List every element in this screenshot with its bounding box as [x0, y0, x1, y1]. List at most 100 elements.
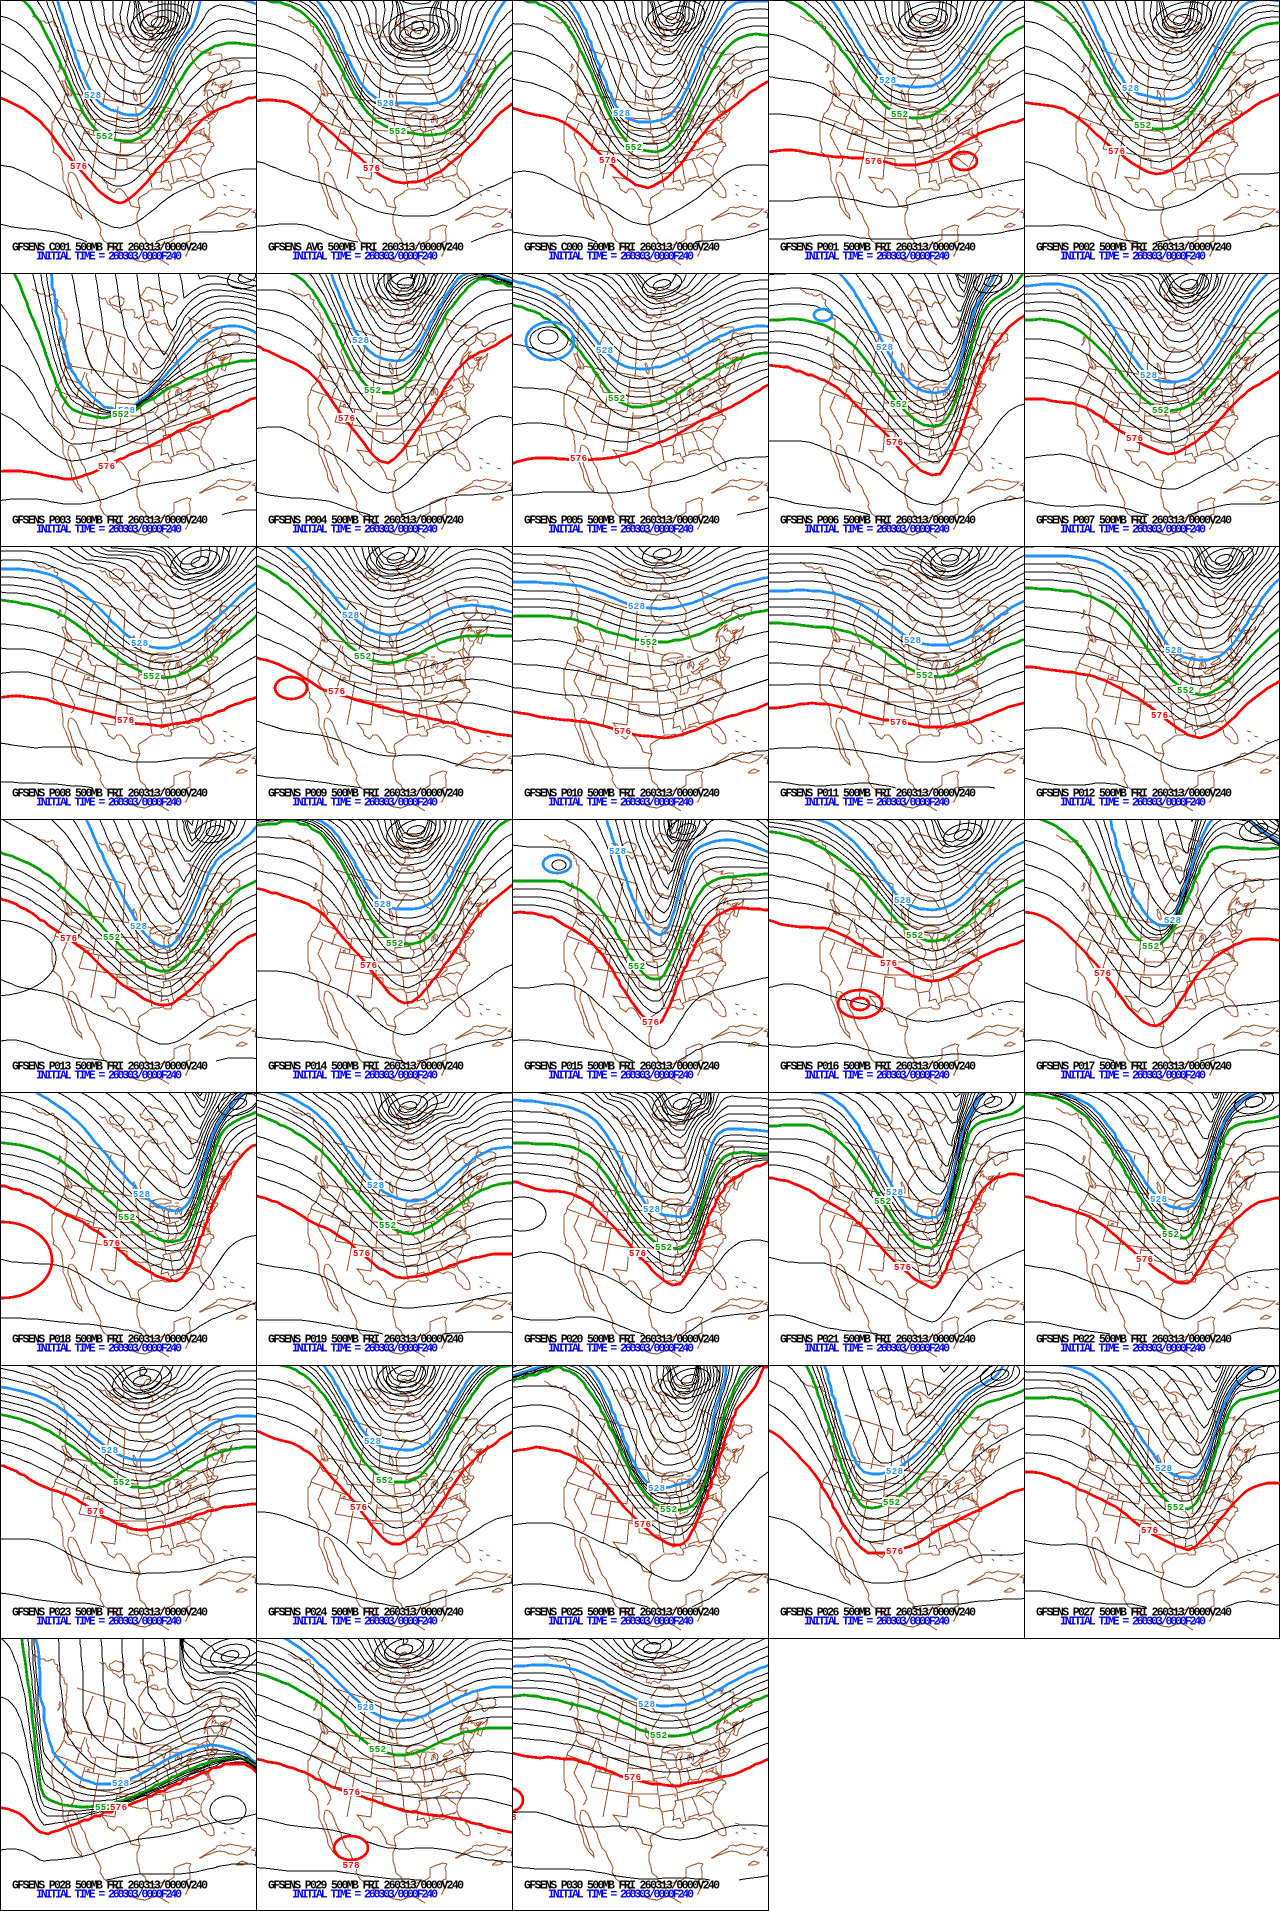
- svg-text:576: 576: [363, 164, 380, 174]
- svg-text:GFSENS P030 500MB FRI 260313/0: GFSENS P030 500MB FRI 260313/0000V240: [524, 1880, 720, 1893]
- svg-text:GFSENS C000 500MB FRI 260313/0: GFSENS C000 500MB FRI 260313/0000V240: [524, 242, 720, 255]
- svg-text:576: 576: [629, 1249, 646, 1259]
- svg-text:INITIAL TIME = 260303/0000F240: INITIAL TIME = 260303/0000F240: [36, 1889, 182, 1902]
- svg-text:578: 578: [500, 1813, 517, 1823]
- svg-text:GFSENS P005 500MB FRI 260313/0: GFSENS P005 500MB FRI 260313/0000V240: [524, 515, 720, 528]
- svg-text:528: 528: [1155, 1464, 1172, 1474]
- svg-text:INITIAL TIME = 260303/0000F240: INITIAL TIME = 260303/0000F240: [548, 1889, 694, 1902]
- svg-text:GFSENS P007 500MB FRI 260313/0: GFSENS P007 500MB FRI 260313/0000V240: [1036, 515, 1232, 528]
- svg-text:528: 528: [84, 91, 101, 101]
- svg-text:576: 576: [103, 1239, 120, 1249]
- svg-text:552: 552: [95, 1803, 112, 1813]
- svg-text:576: 576: [1094, 969, 1111, 979]
- svg-text:552: 552: [660, 1505, 677, 1515]
- svg-text:552: 552: [379, 1221, 396, 1231]
- svg-text:INITIAL TIME = 260303/0000F240: INITIAL TIME = 260303/0000F240: [36, 797, 182, 810]
- svg-text:552: 552: [369, 1745, 386, 1755]
- svg-text:552: 552: [1142, 942, 1159, 952]
- svg-text:528: 528: [648, 1484, 665, 1494]
- svg-text:GFSENS C001 500MB FRI 260313/0: GFSENS C001 500MB FRI 260313/0000V240: [12, 242, 208, 255]
- svg-text:GFSENS P020 500MB FRI 260313/0: GFSENS P020 500MB FRI 260313/0000V240: [524, 1334, 720, 1347]
- svg-text:552: 552: [386, 939, 403, 949]
- svg-text:552: 552: [103, 933, 120, 943]
- svg-text:528: 528: [352, 336, 369, 346]
- svg-text:528: 528: [643, 1205, 660, 1215]
- svg-text:576: 576: [1136, 1255, 1153, 1265]
- svg-text:528: 528: [894, 896, 911, 906]
- svg-text:INITIAL TIME = 260303/0000F240: INITIAL TIME = 260303/0000F240: [36, 524, 182, 537]
- svg-text:GFSENS P015 500MB FRI 260313/0: GFSENS P015 500MB FRI 260313/0000V240: [524, 1061, 720, 1074]
- svg-text:576: 576: [353, 1249, 370, 1259]
- svg-text:576: 576: [328, 687, 345, 697]
- svg-text:INITIAL TIME = 260303/0000F240: INITIAL TIME = 260303/0000F240: [548, 1070, 694, 1083]
- svg-text:552: 552: [650, 1731, 667, 1741]
- svg-text:576: 576: [70, 162, 87, 172]
- svg-text:578: 578: [343, 1861, 360, 1871]
- svg-text:552: 552: [113, 1478, 130, 1488]
- svg-text:576: 576: [1108, 147, 1125, 157]
- svg-text:576: 576: [890, 718, 907, 728]
- svg-text:INITIAL TIME = 260303/0000F240: INITIAL TIME = 260303/0000F240: [1060, 524, 1206, 537]
- svg-text:552: 552: [891, 110, 908, 120]
- svg-text:INITIAL TIME = 260303/0000F240: INITIAL TIME = 260303/0000F240: [1060, 1070, 1206, 1083]
- svg-text:GFSENS P011 500MB FRI 260313/0: GFSENS P011 500MB FRI 260313/0000V240: [780, 788, 976, 801]
- svg-text:GFSENS AVG 500MB FRI 260313/00: GFSENS AVG 500MB FRI 260313/0000V240: [268, 242, 464, 255]
- svg-text:576: 576: [642, 1018, 659, 1028]
- svg-text:INITIAL TIME = 260303/0000F240: INITIAL TIME = 260303/0000F240: [548, 1616, 694, 1629]
- svg-text:528: 528: [374, 900, 391, 910]
- svg-text:GFSENS P014 500MB FRI 260313/0: GFSENS P014 500MB FRI 260313/0000V240: [268, 1061, 464, 1074]
- svg-text:576: 576: [338, 414, 355, 424]
- svg-text:INITIAL TIME = 260303/0000F240: INITIAL TIME = 260303/0000F240: [548, 524, 694, 537]
- svg-text:528: 528: [101, 1446, 118, 1456]
- svg-text:576: 576: [350, 1503, 367, 1513]
- svg-text:528: 528: [112, 1779, 129, 1789]
- svg-text:INITIAL TIME = 260303/0000F240: INITIAL TIME = 260303/0000F240: [292, 251, 438, 264]
- svg-text:552: 552: [874, 1197, 891, 1207]
- svg-text:528: 528: [1165, 646, 1182, 656]
- svg-text:528: 528: [904, 636, 921, 646]
- svg-text:576: 576: [570, 454, 587, 464]
- svg-text:GFSENS P003 500MB FRI 260313/0: GFSENS P003 500MB FRI 260313/0000V240: [12, 515, 208, 528]
- svg-text:528: 528: [1140, 371, 1157, 381]
- svg-text:552: 552: [890, 400, 907, 410]
- svg-text:528: 528: [377, 99, 394, 109]
- svg-text:GFSENS P022 500MB FRI 260313/0: GFSENS P022 500MB FRI 260313/0000V240: [1036, 1334, 1232, 1347]
- svg-text:528: 528: [364, 1437, 381, 1447]
- svg-text:576: 576: [1151, 711, 1168, 721]
- svg-text:GFSENS P016 500MB FRI 260313/0: GFSENS P016 500MB FRI 260313/0000V240: [780, 1061, 976, 1074]
- svg-text:GFSENS P028 500MB FRI 260313/0: GFSENS P028 500MB FRI 260313/0000V240: [12, 1880, 208, 1893]
- svg-text:552: 552: [883, 1498, 900, 1508]
- svg-text:INITIAL TIME = 260303/0000F240: INITIAL TIME = 260303/0000F240: [804, 1070, 950, 1083]
- svg-text:552: 552: [354, 652, 371, 662]
- svg-text:528: 528: [609, 847, 626, 857]
- svg-text:INITIAL TIME = 260303/0000F240: INITIAL TIME = 260303/0000F240: [1060, 1343, 1206, 1356]
- svg-text:GFSENS P006 500MB FRI 260313/0: GFSENS P006 500MB FRI 260313/0000V240: [780, 515, 976, 528]
- svg-text:INITIAL TIME = 260303/0000F240: INITIAL TIME = 260303/0000F240: [292, 1616, 438, 1629]
- svg-text:528: 528: [876, 343, 893, 353]
- svg-text:576: 576: [98, 462, 115, 472]
- svg-text:INITIAL TIME = 260303/0000F240: INITIAL TIME = 260303/0000F240: [548, 1343, 694, 1356]
- svg-text:INITIAL TIME = 260303/0000F240: INITIAL TIME = 260303/0000F240: [804, 251, 950, 264]
- svg-text:GFSENS P019 500MB FRI 260313/0: GFSENS P019 500MB FRI 260313/0000V240: [268, 1334, 464, 1347]
- svg-text:576: 576: [634, 1520, 651, 1530]
- svg-text:552: 552: [608, 394, 625, 404]
- svg-text:576: 576: [110, 1803, 127, 1813]
- svg-text:GFSENS P008 500MB FRI 260313/0: GFSENS P008 500MB FRI 260313/0000V240: [12, 788, 208, 801]
- svg-text:GFSENS P026 500MB FRI 260313/0: GFSENS P026 500MB FRI 260313/0000V240: [780, 1607, 976, 1620]
- svg-text:576: 576: [60, 934, 77, 944]
- svg-text:552: 552: [655, 1243, 672, 1253]
- svg-text:INITIAL TIME = 260303/0000F240: INITIAL TIME = 260303/0000F240: [292, 524, 438, 537]
- svg-text:576: 576: [360, 961, 377, 971]
- svg-text:INITIAL TIME = 260303/0000F240: INITIAL TIME = 260303/0000F240: [804, 797, 950, 810]
- svg-text:552: 552: [906, 931, 923, 941]
- svg-text:GFSENS P029 500MB FRI 260313/0: GFSENS P029 500MB FRI 260313/0000V240: [268, 1880, 464, 1893]
- svg-text:INITIAL TIME = 260303/0000F240: INITIAL TIME = 260303/0000F240: [292, 1343, 438, 1356]
- svg-text:INITIAL TIME = 260303/0000F240: INITIAL TIME = 260303/0000F240: [36, 1070, 182, 1083]
- svg-text:576: 576: [343, 1788, 360, 1798]
- svg-text:INITIAL TIME = 260303/0000F240: INITIAL TIME = 260303/0000F240: [1060, 797, 1206, 810]
- svg-text:576: 576: [599, 156, 616, 166]
- svg-text:INITIAL TIME = 260303/0000F240: INITIAL TIME = 260303/0000F240: [1060, 1616, 1206, 1629]
- svg-text:552: 552: [625, 143, 642, 153]
- svg-text:528: 528: [130, 922, 147, 932]
- svg-text:528: 528: [628, 602, 645, 612]
